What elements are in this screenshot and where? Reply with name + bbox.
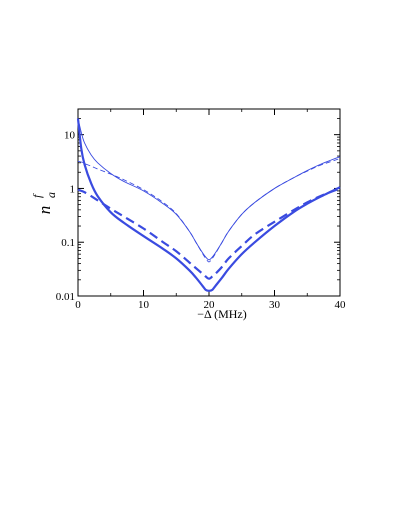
x-ticks: 0 10 20 30 40: [75, 109, 346, 311]
series-line-thin-dashed: [77, 158, 341, 263]
x-tick-label: 10: [138, 299, 150, 311]
y-tick-label: 0.1: [61, 237, 75, 249]
y-axis-label-sup: f: [30, 193, 44, 198]
y-tick-label: 1: [70, 183, 76, 195]
series-line-thick-solid: [76, 118, 341, 292]
y-tick-label: 0.01: [56, 291, 75, 303]
plot-frame: [77, 108, 341, 297]
series-line-thick-dashed: [77, 187, 341, 280]
series-group: [76, 118, 341, 292]
series-line-thin-solid: [77, 118, 341, 261]
x-tick-label: 20: [204, 299, 216, 311]
x-tick-label: 30: [269, 299, 281, 311]
y-tick-label: 10: [64, 130, 76, 142]
y-axis-label-sub: a: [44, 192, 58, 198]
y-ticks: 0.01 0.1 1 10: [56, 108, 340, 303]
y-axis-label-main: n: [35, 206, 54, 215]
x-tick-label: 40: [335, 299, 347, 311]
x-tick-label: 0: [75, 299, 81, 311]
x-axis-label: −Δ (MHz): [197, 307, 246, 321]
y-axis-label: n a f: [30, 192, 58, 214]
